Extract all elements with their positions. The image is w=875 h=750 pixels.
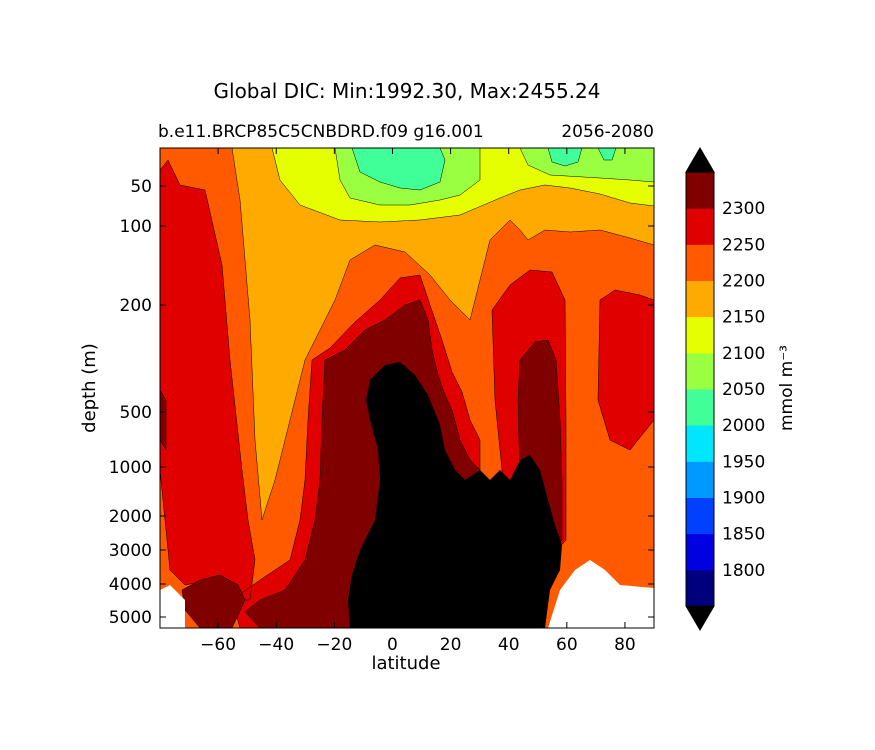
y-tick-label: 4000 (109, 575, 152, 595)
colorbar-tick-label: 1950 (722, 452, 765, 472)
y-tick-label: 500 (120, 403, 152, 423)
colorbar-segment (686, 461, 714, 498)
y-tick-label: 2000 (109, 507, 152, 527)
y-tick-label: 3000 (109, 541, 152, 561)
colorbar-segment (686, 280, 714, 318)
colorbar-tick-label: 2150 (722, 308, 765, 328)
colorbar-segment (686, 208, 714, 245)
colorbar-frame (685, 171, 715, 607)
y-axis: 50 100 200 500 1000 2000 3000 4000 5000 (109, 177, 654, 628)
colorbar-extend-over-arrow (685, 147, 715, 173)
contour-field (160, 148, 654, 628)
colorbar-tick-label: 1900 (722, 489, 765, 509)
y-axis-label: depth (m) (79, 343, 100, 433)
y-tick-label: 5000 (109, 608, 152, 628)
colorbar-label: mmol m⁻³ (777, 345, 797, 431)
x-tick-label: 80 (614, 635, 636, 655)
colorbar-tick-label: 2200 (722, 272, 765, 292)
x-tick-label: 0 (387, 635, 398, 655)
colorbar-segment (686, 244, 714, 281)
colorbar-tick-label: 2100 (722, 344, 765, 364)
y-tick-label: 200 (120, 296, 152, 316)
colorbar-tick-label: 2050 (722, 380, 765, 400)
colorbar-segment (686, 569, 714, 607)
colorbar-segment (686, 497, 714, 535)
x-tick-label: 60 (556, 635, 578, 655)
x-axis-label: latitude (371, 653, 440, 674)
colorbar-tick-label: 2250 (722, 235, 765, 255)
plot-frame (159, 147, 655, 629)
colorbar-segment (686, 389, 714, 426)
y-tick-label: 50 (130, 177, 152, 197)
x-tick-label: −40 (258, 635, 294, 655)
y-tick-label: 1000 (109, 458, 152, 478)
contour-band-2000-2050 (351, 148, 617, 191)
colorbar-segment (686, 172, 714, 209)
colorbar-segment (686, 533, 714, 571)
contour-band-2150-2200 (200, 148, 654, 521)
x-tick-label: 20 (440, 635, 462, 655)
x-tick-label: −60 (200, 635, 236, 655)
colorbar-tick-label: 2300 (722, 199, 765, 219)
x-tick-label: −20 (316, 635, 352, 655)
x-axis: −60 −40 −20 0 20 40 60 80 (200, 148, 636, 655)
no-data-region (160, 560, 654, 628)
chart-subtitle-left: b.e11.BRCP85C5CNBDRD.f09 g16.001 (158, 122, 484, 142)
colorbar: 1800 1850 1900 1950 2000 2050 2100 2150 2200 2250… (685, 147, 765, 631)
colorbar-tick-label: 1850 (722, 525, 765, 545)
colorbar-extend-under-arrow (685, 605, 715, 631)
colorbar-segment (686, 316, 714, 354)
chart-title: Global DIC: Min:1992.30, Max:2455.24 (214, 79, 601, 103)
y-tick-label: 100 (120, 217, 152, 237)
colorbar-tick-label: 2000 (722, 416, 765, 436)
contour-band-below-range (348, 362, 562, 628)
colorbar-segment (686, 352, 714, 390)
x-tick-label: 40 (498, 635, 520, 655)
colorbar-tick-label: 1800 (722, 561, 765, 581)
colorbar-segment (686, 425, 714, 462)
chart-subtitle-right: 2056-2080 (561, 122, 654, 142)
